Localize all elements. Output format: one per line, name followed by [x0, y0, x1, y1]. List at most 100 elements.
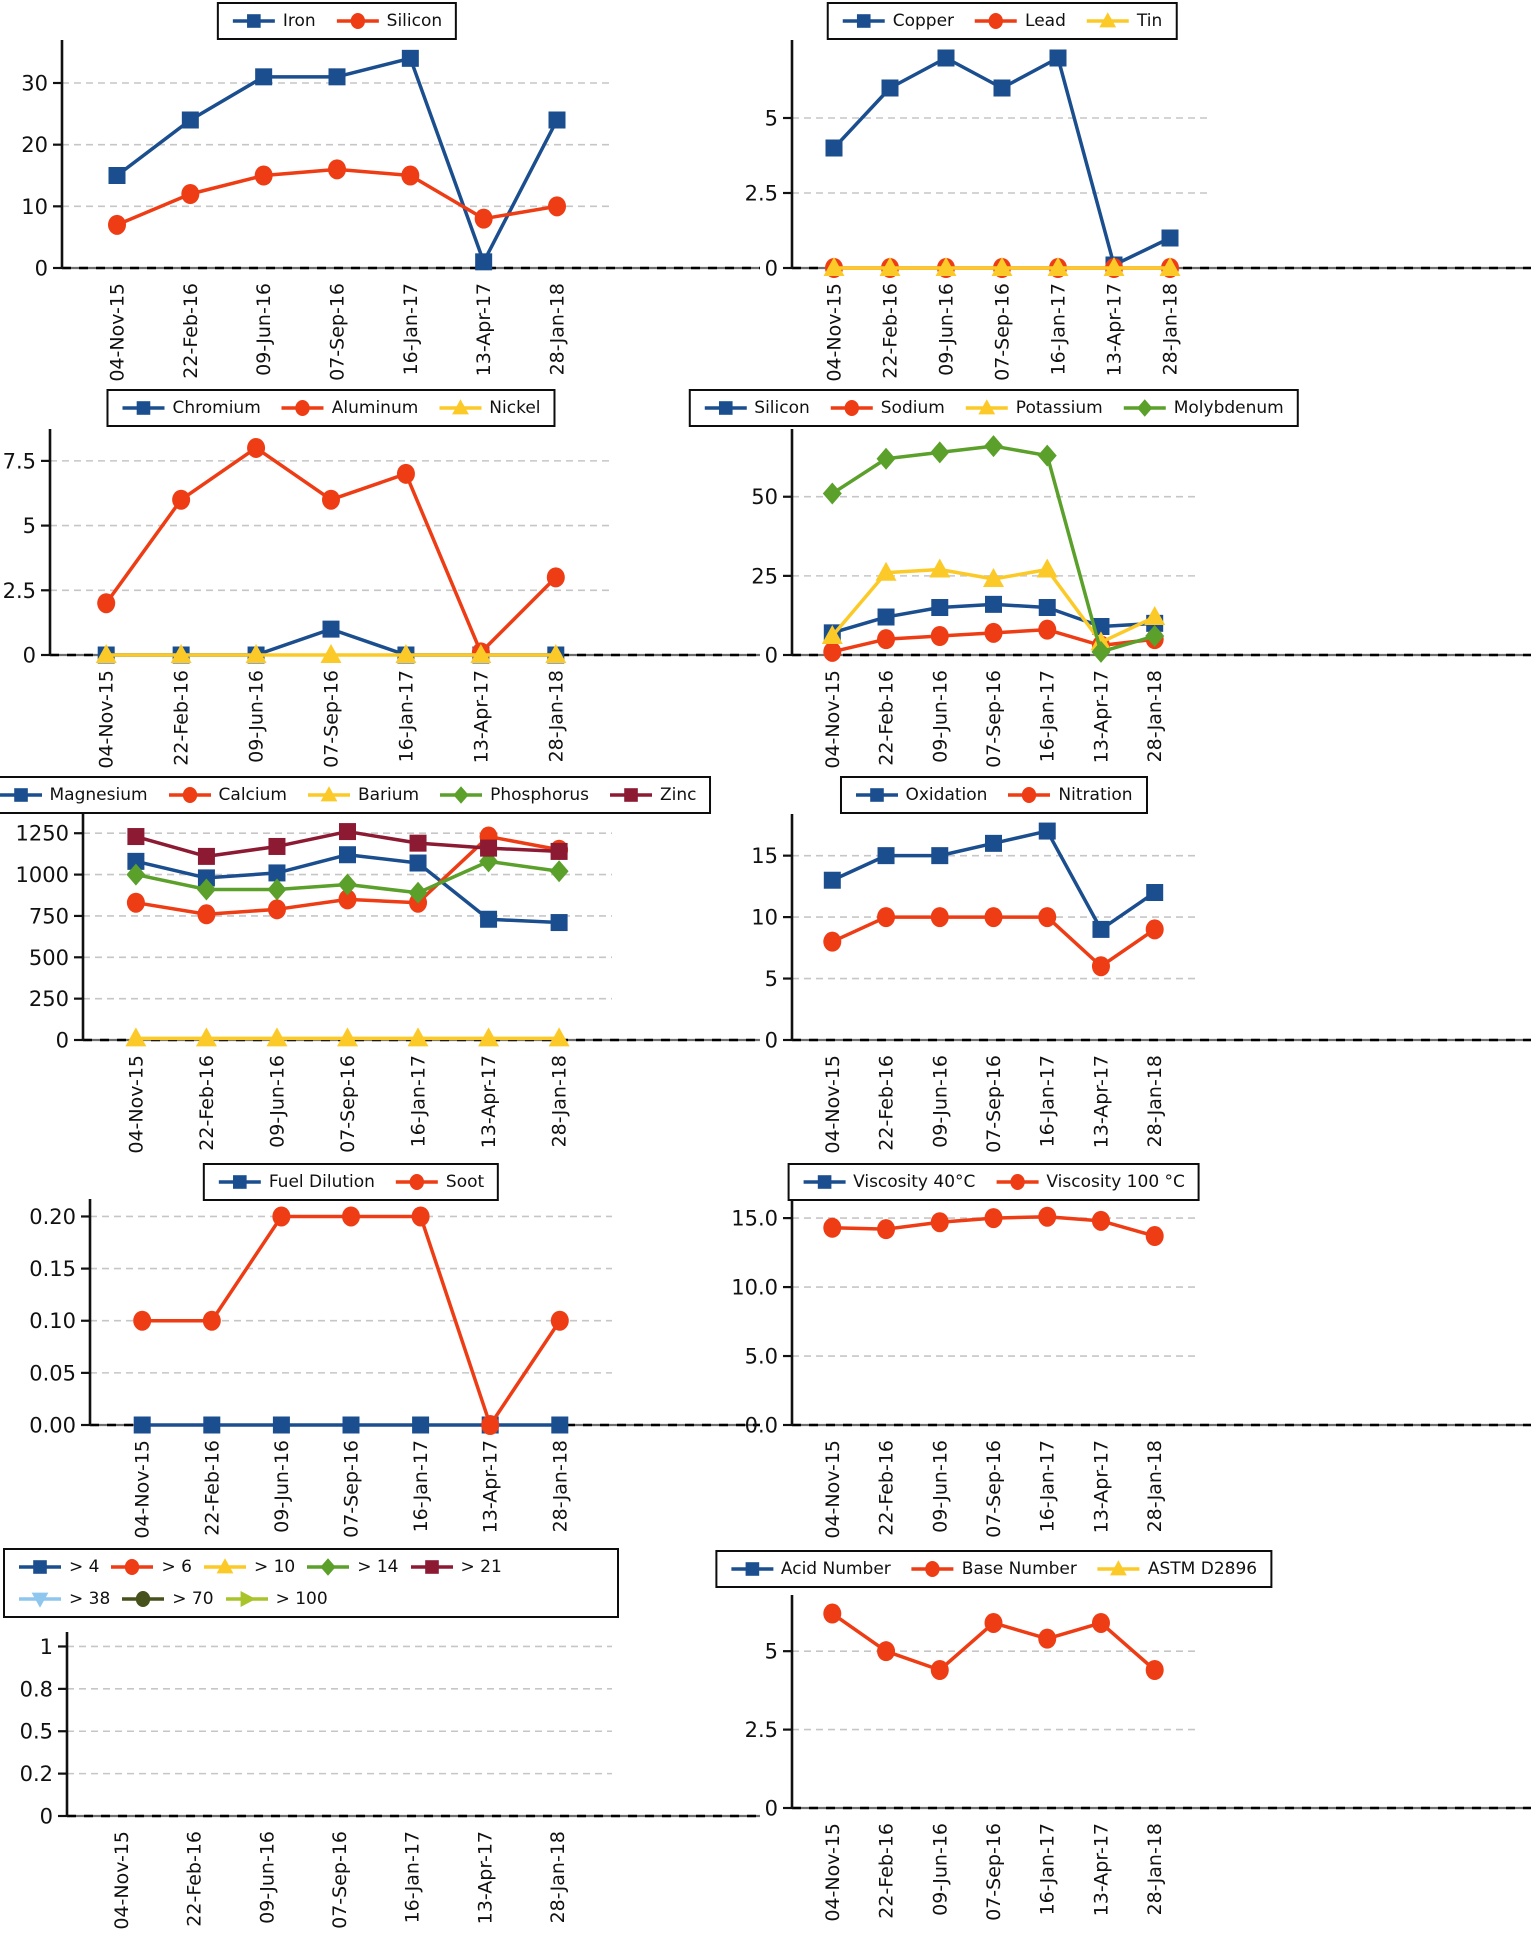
legend-item-acid-number: Acid Number [730, 1558, 891, 1580]
y-tick-label: 25 [751, 564, 778, 588]
copper-marker-icon [937, 49, 955, 67]
soot-marker-icon [342, 1206, 360, 1227]
y-tick-label: 1250 [16, 822, 69, 846]
y-tick-label: 0 [23, 644, 36, 668]
legend-marker-icon [168, 787, 211, 803]
x-tick-label: 09-Jun-16 [256, 1831, 278, 1924]
tin-legend-marker-icon [1099, 12, 1117, 28]
legend-marker-icon [911, 1561, 954, 1577]
chart-silicon-sodium-potassium-molybdenum: Silicon Sodium Potassium Molybdenum 0 25 50 04-… [688, 387, 1534, 774]
aluminum-marker-icon [172, 489, 191, 510]
legend-marker-icon [1086, 12, 1129, 28]
x-tick-label: 16-Jan-17 [408, 1055, 430, 1147]
legend-acid-base-number: Acid Number Base Number ASTM D2896 [714, 1550, 1273, 1588]
legend-label: Chromium [172, 398, 261, 418]
x-tick-label: 04-Nov-15 [132, 1440, 154, 1539]
tin-marker-icon [991, 257, 1013, 276]
magnesium-marker-icon [268, 864, 286, 882]
molybdenum-marker-icon [876, 447, 896, 470]
zinc-marker-icon [268, 837, 286, 855]
x-tick-label: 22-Feb-16 [171, 670, 193, 766]
series-oxidation [823, 822, 1164, 938]
y-tick-label: 10 [751, 906, 778, 930]
phosphorus-marker-icon [267, 878, 287, 901]
series-potassium [821, 558, 1166, 651]
nickel-marker-icon [245, 644, 267, 663]
legend-label: Soot [445, 1172, 485, 1192]
phosphorus-marker-icon [196, 878, 216, 901]
y-tick-label: 0 [765, 644, 778, 668]
plot-canvas-viscosity: 0.0 5.0 10.0 15.0 04-Nov-15 22-Feb-16 09-Jun-1… [731, 1199, 1531, 1539]
x-tick-label: 28-Jan-18 [1144, 1823, 1166, 1915]
legend-marker-icon [1097, 1560, 1140, 1576]
x-tick-label: 07-Sep-16 [337, 1055, 359, 1153]
silicon-legend-marker-icon [350, 13, 365, 29]
legend-item-molybdenum: Molybdenum [1123, 397, 1284, 419]
nickel-marker-icon [320, 644, 342, 663]
x-tick-label: 04-Nov-15 [107, 283, 129, 382]
y-tick-label: 7.5 [3, 449, 36, 473]
magnesium-marker-icon [550, 914, 568, 932]
legend-item-oxidation: Oxidation [854, 784, 987, 806]
oxidation-marker-icon [931, 847, 949, 865]
y-tick-label: 0 [40, 1805, 53, 1829]
base-number-marker-icon [1091, 1612, 1110, 1633]
legend-marker-icon [803, 1175, 846, 1189]
phosphorus-marker-icon [549, 860, 569, 883]
molybdenum-marker-icon [1037, 444, 1057, 467]
y-tick-label: 0 [35, 257, 48, 281]
x-tick-label: 09-Jun-16 [246, 670, 268, 763]
legend-marker-icon [1123, 399, 1166, 417]
copper-marker-icon [881, 79, 899, 97]
viscosity-100-c-marker-icon [1145, 1226, 1164, 1247]
legend-marker-icon [203, 1558, 246, 1574]
plot-canvas-silicon-sodium-potassium-molybdenum: 0 25 50 04-Nov-15 22-Feb-16 09-Jun-16 07-Sep-1… [751, 429, 1531, 769]
legend-item-iron: Iron [232, 10, 316, 32]
chart-wear-thresholds: > 4 > 6 > 10 > 14 > 21 > 38 > 70 > 100 0 0.2 0.5 0.… [0, 1548, 767, 1935]
zinc-marker-icon [197, 847, 215, 865]
base-number-marker-icon [1038, 1628, 1057, 1649]
x-tick-label: 28-Jan-18 [1160, 283, 1182, 375]
iron-marker-icon [181, 111, 199, 129]
legend-marker-icon [19, 1560, 61, 1574]
series-tin [823, 257, 1181, 276]
fuel-dilution-marker-icon [412, 1416, 430, 1434]
fuel-dilution-marker-icon [203, 1416, 221, 1434]
y-tick-label: 0.8 [20, 1677, 53, 1701]
iron-marker-icon [255, 68, 273, 86]
y-tick-label: 2.5 [3, 579, 36, 603]
x-tick-label: 16-Jan-17 [402, 1831, 424, 1923]
series-silicon [108, 159, 566, 235]
legend-item-base-number: Base Number [911, 1558, 1077, 1580]
chart-fuel-dilution-soot: Fuel Dilution Soot 0.00 0.05 0.10 0.15 0.20 04-… [0, 1161, 767, 1548]
magnesium-marker-icon [409, 854, 427, 872]
sodium-marker-icon [930, 626, 949, 647]
legend-copper-lead-tin: Copper Lead Tin [826, 2, 1178, 40]
legend-label: Zinc [659, 785, 697, 805]
x-tick-label: 13-Apr-17 [1090, 670, 1112, 763]
aluminum-marker-icon [396, 463, 415, 484]
y-tick-label: 0.00 [29, 1414, 76, 1438]
legend-marker-icon [307, 1558, 350, 1576]
x-tick-label: 13-Apr-17 [1090, 1823, 1112, 1916]
soot-marker-icon [481, 1415, 500, 1435]
legend-label: Barium [357, 785, 420, 805]
viscosity-100-c-marker-icon [1091, 1210, 1110, 1231]
x-tick-label: 13-Apr-17 [1090, 1055, 1112, 1148]
tin-marker-icon [879, 257, 901, 276]
silicon-marker-icon [877, 608, 895, 626]
legend-item-soot: Soot [395, 1171, 484, 1193]
legend-silicon-sodium-potassium-molybdenum: Silicon Sodium Potassium Molybdenum [688, 389, 1299, 427]
legend-marker-icon [704, 401, 747, 415]
y-tick-label: 0 [765, 257, 778, 281]
plot-canvas-magnesium-calcium-barium-phosphorus-zinc: 0 250 500 750 1000 1250 04-Nov-15 22-Feb-16 09-J… [16, 814, 760, 1154]
series-soot [133, 1206, 569, 1435]
copper-legend-marker-icon [856, 14, 871, 28]
legend-item-magnesium: Magnesium [0, 784, 148, 806]
legend-marker-icon [730, 1562, 773, 1576]
series-base-number [823, 1603, 1164, 1680]
plot-canvas-fuel-dilution-soot: 0.00 0.05 0.10 0.15 0.20 04-Nov-15 22-Feb-16 09… [29, 1199, 760, 1539]
y-tick-label: 5 [765, 107, 778, 131]
legend-marker-icon [830, 400, 873, 416]
x-tick-label: 22-Feb-16 [876, 1055, 898, 1151]
